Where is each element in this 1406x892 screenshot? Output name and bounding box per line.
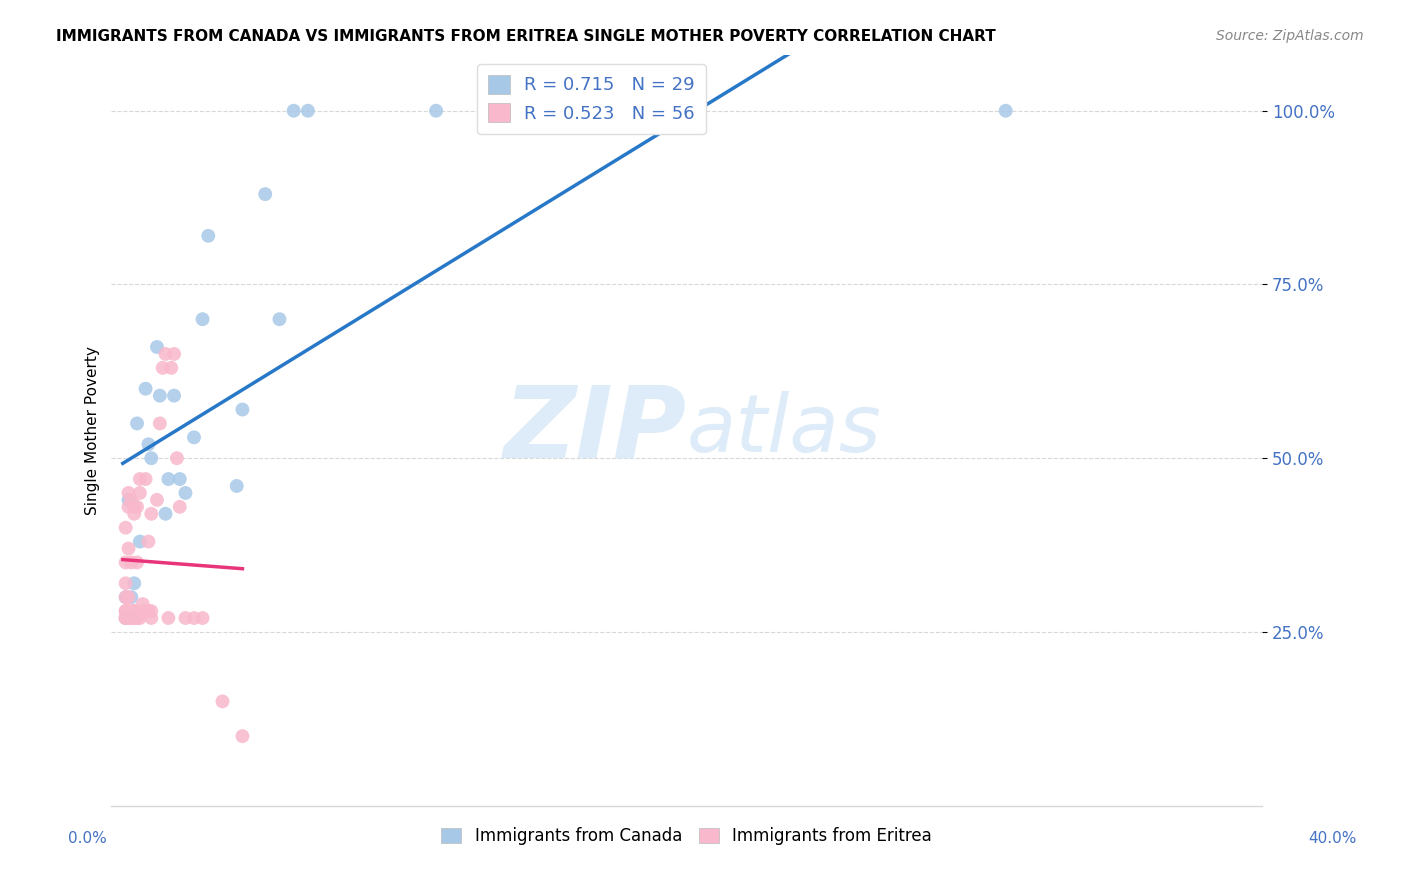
Text: 40.0%: 40.0% [1309, 831, 1357, 846]
Point [122, 604, 145, 618]
Text: ZIP: ZIP [503, 382, 686, 479]
Point [125, 556, 148, 570]
Y-axis label: Single Mother Poverty: Single Mother Poverty [86, 346, 100, 515]
Point [114, 611, 136, 625]
Point [138, 534, 160, 549]
Point [128, 486, 150, 500]
Point [114, 556, 136, 570]
Text: Source: ZipAtlas.com: Source: ZipAtlas.com [1216, 29, 1364, 43]
Text: IMMIGRANTS FROM CANADA VS IMMIGRANTS FROM ERITREA SINGLE MOTHER POVERTY CORRELAT: IMMIGRANTS FROM CANADA VS IMMIGRANTS FRO… [56, 29, 995, 44]
Legend: R = 0.715   N = 29, R = 0.523   N = 56: R = 0.715 N = 29, R = 0.523 N = 56 [477, 64, 706, 134]
Point [211, 694, 233, 708]
Point [254, 187, 277, 202]
Point [132, 597, 155, 611]
Point [114, 521, 136, 535]
Point [114, 611, 136, 625]
Point [125, 604, 148, 618]
Point [114, 611, 136, 625]
Point [160, 360, 183, 375]
Point [135, 472, 157, 486]
Point [425, 103, 447, 118]
Point [141, 451, 163, 466]
Point [122, 611, 145, 625]
Point [283, 103, 305, 118]
Point [135, 382, 157, 396]
Point [128, 472, 150, 486]
Point [183, 611, 205, 625]
Point [225, 479, 247, 493]
Point [169, 472, 191, 486]
Point [125, 611, 148, 625]
Point [120, 492, 142, 507]
Point [117, 541, 139, 556]
Point [117, 500, 139, 514]
Point [117, 492, 139, 507]
Point [117, 486, 139, 500]
Point [120, 611, 142, 625]
Point [149, 389, 172, 403]
Point [152, 360, 174, 375]
Point [122, 507, 145, 521]
Point [128, 611, 150, 625]
Point [163, 347, 186, 361]
Point [117, 590, 139, 604]
Point [114, 611, 136, 625]
Point [125, 417, 148, 431]
Point [157, 611, 180, 625]
Point [141, 611, 163, 625]
Point [120, 590, 142, 604]
Point [117, 604, 139, 618]
Point [231, 402, 253, 417]
Point [155, 507, 177, 521]
Point [191, 312, 214, 326]
Point [120, 556, 142, 570]
Point [146, 492, 169, 507]
Point [157, 472, 180, 486]
Point [138, 604, 160, 618]
Point [183, 430, 205, 444]
Point [297, 103, 319, 118]
Point [169, 500, 191, 514]
Point [117, 611, 139, 625]
Point [122, 604, 145, 618]
Point [146, 340, 169, 354]
Point [135, 604, 157, 618]
Point [166, 451, 188, 466]
Point [141, 507, 163, 521]
Point [114, 590, 136, 604]
Point [163, 389, 186, 403]
Point [114, 590, 136, 604]
Text: 0.0%: 0.0% [67, 831, 107, 846]
Point [191, 611, 214, 625]
Point [174, 611, 197, 625]
Point [174, 486, 197, 500]
Point [149, 417, 172, 431]
Point [120, 604, 142, 618]
Point [141, 604, 163, 618]
Point [197, 228, 219, 243]
Point [125, 611, 148, 625]
Point [231, 729, 253, 743]
Point [114, 604, 136, 618]
Point [117, 611, 139, 625]
Point [132, 604, 155, 618]
Point [114, 576, 136, 591]
Point [994, 103, 1017, 118]
Point [114, 604, 136, 618]
Point [128, 534, 150, 549]
Point [122, 500, 145, 514]
Point [125, 500, 148, 514]
Point [122, 576, 145, 591]
Point [155, 347, 177, 361]
Point [120, 611, 142, 625]
Text: atlas: atlas [686, 392, 882, 469]
Point [269, 312, 291, 326]
Point [138, 437, 160, 451]
